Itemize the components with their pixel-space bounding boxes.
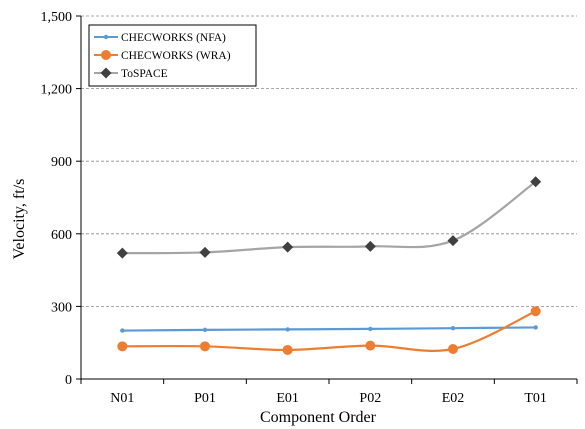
legend-marker (100, 67, 112, 79)
x-tick-label: E01 (276, 391, 299, 406)
x-tick-label: T01 (524, 391, 547, 406)
data-point (202, 327, 208, 333)
data-point (368, 326, 373, 332)
y-tick-label: 1,200 (41, 83, 73, 98)
data-point (282, 241, 294, 253)
legend-label: CHECWORKS (WRA) (121, 50, 231, 62)
data-point (447, 235, 459, 247)
legend-marker (103, 34, 109, 40)
x-tick-label: E02 (442, 391, 465, 406)
y-tick-label: 900 (51, 155, 72, 170)
data-point (530, 176, 542, 188)
y-tick-label: 0 (65, 373, 72, 388)
y-tick-label: 1,500 (41, 10, 73, 25)
data-point (116, 247, 128, 259)
legend-item: CHECWORKS (WRA) (94, 50, 231, 62)
data-point (530, 306, 541, 317)
x-axis-title: Component Order (260, 409, 377, 426)
grid-lines (81, 15, 577, 307)
y-axis-title: Velocity, ft/s (11, 179, 28, 260)
series-2 (117, 306, 541, 355)
data-point (450, 325, 456, 331)
data-point (117, 341, 128, 352)
data-point (200, 341, 210, 352)
legend-label: ToSPACE (121, 68, 168, 80)
data-point (365, 340, 376, 351)
y-tick-label: 300 (51, 300, 72, 315)
x-tick-label: P01 (194, 391, 216, 406)
y-tick-label: 600 (51, 228, 72, 243)
data-point (533, 325, 538, 330)
data-point (285, 327, 290, 332)
x-tick-label: P02 (359, 391, 381, 406)
y-axis-ticks: 0 300 600 900 1,200 1,500 (41, 10, 81, 388)
x-axis-ticks: N01 P01 E01 P02 E02 T01 (80, 379, 578, 406)
x-tick-label: N01 (110, 391, 134, 406)
series-1 (120, 325, 538, 333)
data-point (282, 344, 293, 355)
series-group (116, 176, 542, 355)
series-line (122, 180, 537, 255)
legend: CHECWORKS (NFA) CHECWORKS (WRA) ToSPACE (88, 24, 257, 87)
data-point (120, 328, 125, 333)
data-point (448, 343, 458, 354)
legend-item: ToSPACE (94, 67, 168, 80)
legend-label: CHECWORKS (NFA) (121, 32, 226, 44)
legend-item: CHECWORKS (NFA) (94, 32, 226, 44)
legend-marker (101, 50, 111, 60)
series-line (122, 310, 537, 352)
series-3 (116, 176, 542, 259)
series-line (122, 326, 536, 332)
data-point (364, 240, 376, 252)
data-point (199, 246, 211, 258)
